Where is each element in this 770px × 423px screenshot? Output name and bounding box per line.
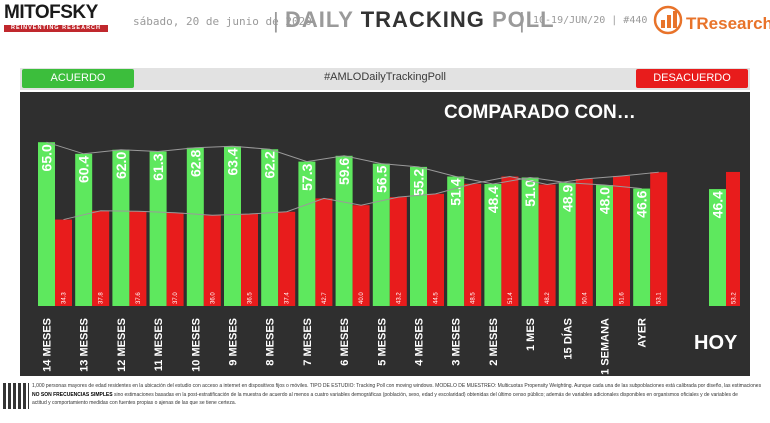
poll-title: DAILY TRACKING POLL (285, 7, 555, 33)
poll-range: 10-19/JUN/20 | #440 (533, 15, 648, 26)
methodology-note: 1,000 personas mayores de edad residente… (32, 382, 765, 408)
methodology-line-3: actitud y comportamiento medidas con fue… (32, 400, 237, 406)
chart-title: COMPARADO CON… (444, 102, 636, 123)
partner-name: TResearch (686, 14, 770, 33)
header-separator: | (519, 8, 525, 33)
header-separator: | (273, 8, 279, 33)
legend-acuerdo: ACUERDO (22, 69, 134, 88)
poll-date: sábado, 20 de junio de 2020 (133, 15, 312, 28)
qr-code (3, 383, 29, 409)
title-main: TRACKING (360, 7, 485, 32)
title-prefix: DAILY (285, 7, 354, 32)
hashtag: #AMLODailyTrackingPoll (324, 71, 446, 83)
methodology-line-2: NO SON FRECUENCIAS SIMPLES sino estimaci… (32, 391, 765, 400)
methodology-line-2-text: sino estimaciones basadas en la post-est… (112, 391, 738, 398)
footer (0, 380, 770, 423)
mitofsky-logo: MITOFSKY REINVENTING RESEARCH (4, 2, 108, 32)
chart-panel (20, 92, 750, 376)
legend-desacuerdo: DESACUERDO (636, 69, 748, 88)
title-suffix: POLL (491, 7, 555, 32)
methodology-emphasis: NO SON FRECUENCIAS SIMPLES (32, 391, 113, 398)
methodology-line-1: 1,000 personas mayores de edad residente… (32, 383, 762, 389)
tresearch-logo: TResearch (652, 2, 770, 42)
legend-bar (20, 68, 750, 90)
tresearch-emblem-icon (653, 5, 683, 35)
brand-tagline: REINVENTING RESEARCH (4, 25, 108, 32)
brand-name: MITOFSKY (4, 2, 98, 23)
today-label: HOY (694, 332, 738, 354)
header: MITOFSKY REINVENTING RESEARCH sábado, 20… (0, 0, 770, 48)
